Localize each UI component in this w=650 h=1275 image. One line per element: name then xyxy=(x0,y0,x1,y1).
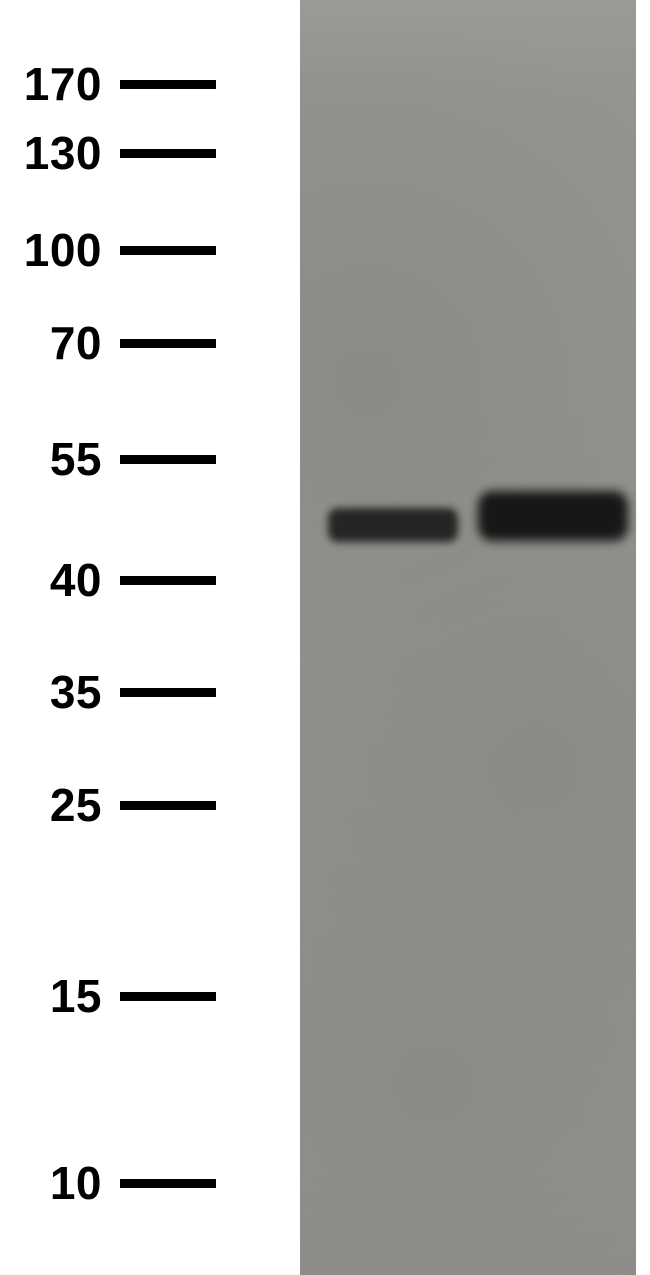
ladder-marker: 130 xyxy=(0,126,216,180)
ladder-marker-label: 35 xyxy=(0,665,120,719)
blot-background xyxy=(300,0,636,1275)
ladder-marker-label: 15 xyxy=(0,969,120,1023)
ladder-marker-tick xyxy=(120,455,216,464)
ladder-marker: 40 xyxy=(0,553,216,607)
ladder-marker-tick xyxy=(120,1179,216,1188)
molecular-weight-ladder: 170 130 100 70 55 40 35 25 15 10 xyxy=(0,0,300,1275)
ladder-marker-tick xyxy=(120,688,216,697)
ladder-marker: 35 xyxy=(0,665,216,719)
ladder-marker: 10 xyxy=(0,1156,216,1210)
ladder-marker-label: 100 xyxy=(0,223,120,277)
ladder-marker-label: 130 xyxy=(0,126,120,180)
western-blot-figure: 170 130 100 70 55 40 35 25 15 10 xyxy=(0,0,650,1275)
ladder-marker-tick xyxy=(120,80,216,89)
protein-band xyxy=(328,508,458,542)
ladder-marker-label: 170 xyxy=(0,57,120,111)
ladder-marker-tick xyxy=(120,576,216,585)
ladder-marker-tick xyxy=(120,149,216,158)
ladder-marker: 170 xyxy=(0,57,216,111)
ladder-marker: 55 xyxy=(0,432,216,486)
ladder-marker: 25 xyxy=(0,778,216,832)
ladder-marker-label: 10 xyxy=(0,1156,120,1210)
ladder-marker-tick xyxy=(120,339,216,348)
ladder-marker-tick xyxy=(120,992,216,1001)
ladder-marker-label: 70 xyxy=(0,316,120,370)
ladder-marker-tick xyxy=(120,246,216,255)
protein-band xyxy=(478,491,628,541)
ladder-marker: 70 xyxy=(0,316,216,370)
ladder-marker-label: 55 xyxy=(0,432,120,486)
blot-membrane xyxy=(300,0,636,1275)
ladder-marker-tick xyxy=(120,801,216,810)
ladder-marker-label: 25 xyxy=(0,778,120,832)
ladder-marker-label: 40 xyxy=(0,553,120,607)
ladder-marker: 15 xyxy=(0,969,216,1023)
ladder-marker: 100 xyxy=(0,223,216,277)
